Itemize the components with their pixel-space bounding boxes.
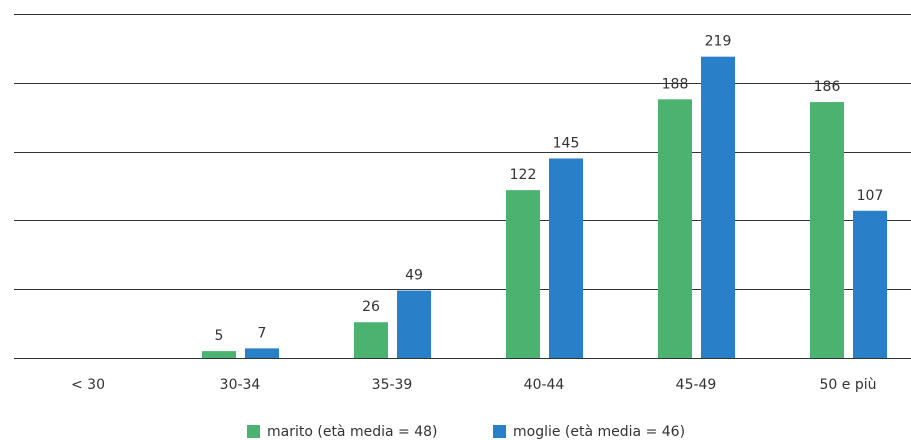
bar [397, 290, 431, 358]
data-label: 107 [857, 188, 884, 204]
x-tick-label: 45-49 [676, 377, 717, 393]
bar [354, 322, 388, 358]
data-label: 188 [662, 76, 689, 92]
x-tick-label: < 30 [71, 377, 105, 393]
legend-swatch [247, 425, 260, 438]
legend-label: moglie (età media = 46) [513, 424, 685, 440]
bar [810, 102, 844, 359]
data-label: 49 [405, 268, 423, 284]
bar [549, 158, 583, 358]
data-label: 186 [814, 79, 841, 95]
x-tick-label: 50 e più [820, 377, 877, 393]
data-label: 122 [510, 167, 537, 183]
x-tick-label: 30-34 [220, 377, 261, 393]
bar [506, 190, 540, 358]
data-label: 5 [215, 328, 224, 344]
bar [853, 210, 887, 358]
data-label: 219 [705, 34, 732, 50]
legend-swatch [493, 425, 506, 438]
legend-label: marito (età media = 48) [267, 424, 437, 440]
bar [202, 351, 236, 358]
data-label: 7 [258, 325, 267, 341]
bar [701, 56, 735, 358]
data-label: 26 [362, 299, 380, 315]
x-tick-label: 40-44 [524, 377, 565, 393]
bar [245, 348, 279, 358]
data-label: 145 [553, 135, 580, 151]
x-tick-label: 35-39 [372, 377, 413, 393]
bar [658, 99, 692, 358]
